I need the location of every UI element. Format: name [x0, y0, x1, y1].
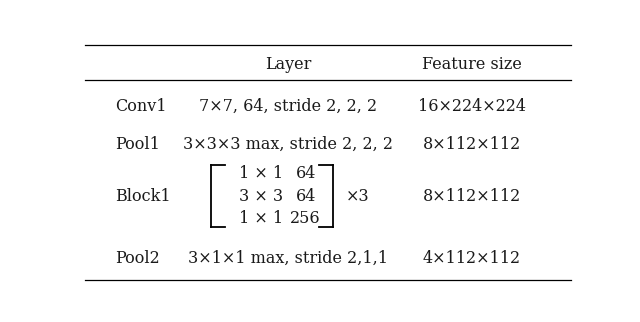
Text: Pool1: Pool1	[115, 136, 159, 153]
Text: 3 × 3: 3 × 3	[239, 188, 283, 204]
Text: 64: 64	[296, 165, 316, 182]
Text: 3×3×3 max, stride 2, 2, 2: 3×3×3 max, stride 2, 2, 2	[183, 136, 394, 153]
Text: 256: 256	[291, 210, 321, 227]
Text: 64: 64	[296, 188, 316, 204]
Text: Block1: Block1	[115, 188, 170, 204]
Text: 7×7, 64, stride 2, 2, 2: 7×7, 64, stride 2, 2, 2	[199, 98, 378, 115]
Text: 1 × 1: 1 × 1	[239, 165, 283, 182]
Text: 8×112×112: 8×112×112	[422, 136, 521, 153]
Text: 1 × 1: 1 × 1	[239, 210, 283, 227]
Text: ×3: ×3	[346, 188, 369, 204]
Text: 16×224×224: 16×224×224	[418, 98, 526, 115]
Text: Feature size: Feature size	[422, 56, 522, 73]
Text: 8×112×112: 8×112×112	[422, 188, 521, 204]
Text: Conv1: Conv1	[115, 98, 166, 115]
Text: Layer: Layer	[265, 56, 312, 73]
Text: 4×112×112: 4×112×112	[423, 250, 521, 267]
Text: 3×1×1 max, stride 2,1,1: 3×1×1 max, stride 2,1,1	[188, 250, 388, 267]
Text: Pool2: Pool2	[115, 250, 159, 267]
